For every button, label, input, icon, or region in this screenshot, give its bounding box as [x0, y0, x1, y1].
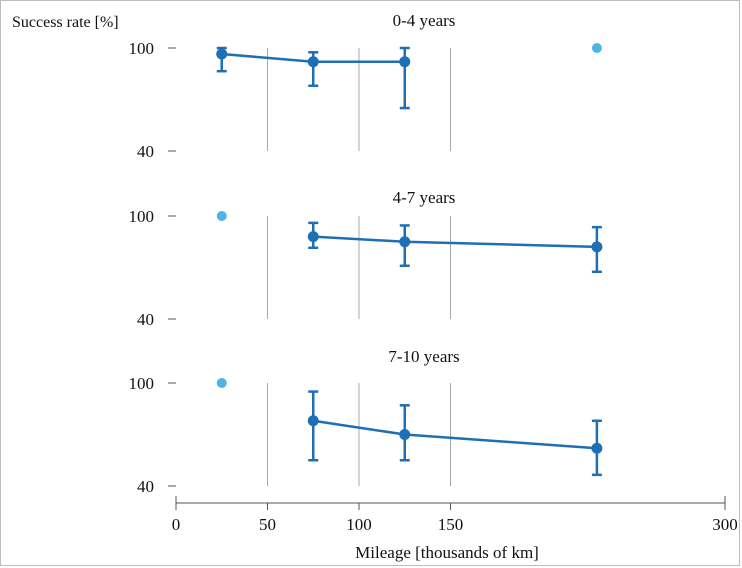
- panel-1: 40 100 0-4 years: [129, 11, 602, 161]
- y-tick-label: 40: [137, 310, 154, 329]
- y-tick-label: 100: [129, 374, 155, 393]
- panel-3: 40 100 7-10 years: [129, 347, 603, 496]
- data-point: [216, 48, 228, 60]
- data-point: [307, 231, 319, 243]
- data-point: [399, 429, 411, 440]
- panel-2: 40 100 4-7 years: [129, 188, 603, 329]
- x-axis: 0 50 100 150 300: [172, 496, 738, 534]
- y-axis-label: Success rate [%]: [12, 14, 119, 31]
- data-point: [307, 56, 319, 68]
- x-tick-label: 300: [712, 515, 738, 534]
- data-point: [591, 241, 603, 253]
- data-point: [399, 56, 411, 68]
- data-point: [399, 236, 411, 248]
- x-tick-label: 150: [438, 515, 464, 534]
- x-tick-label: 0: [172, 515, 181, 534]
- y-tick-label: 100: [129, 39, 155, 58]
- data-point: [307, 415, 319, 427]
- panel-title: 4-7 years: [393, 188, 456, 207]
- panel-title: 7-10 years: [388, 347, 459, 366]
- highlight-point: [216, 378, 227, 388]
- series-line: [313, 235, 597, 249]
- panels: 40 100 0-4 years 40 100 4-7 years 40 100 7-10 ye…: [129, 11, 603, 496]
- y-tick-label: 40: [137, 142, 154, 161]
- panel-title: 0-4 years: [393, 11, 456, 30]
- highlight-point: [216, 211, 227, 221]
- x-tick-label: 100: [346, 515, 372, 534]
- highlight-point: [591, 43, 602, 53]
- y-tick-label: 40: [137, 477, 154, 496]
- y-tick-label: 100: [129, 207, 155, 226]
- data-point: [591, 442, 603, 454]
- series-line: [313, 419, 597, 450]
- x-axis-label: Mileage [thousands of km]: [355, 543, 539, 562]
- x-tick-label: 50: [259, 515, 276, 534]
